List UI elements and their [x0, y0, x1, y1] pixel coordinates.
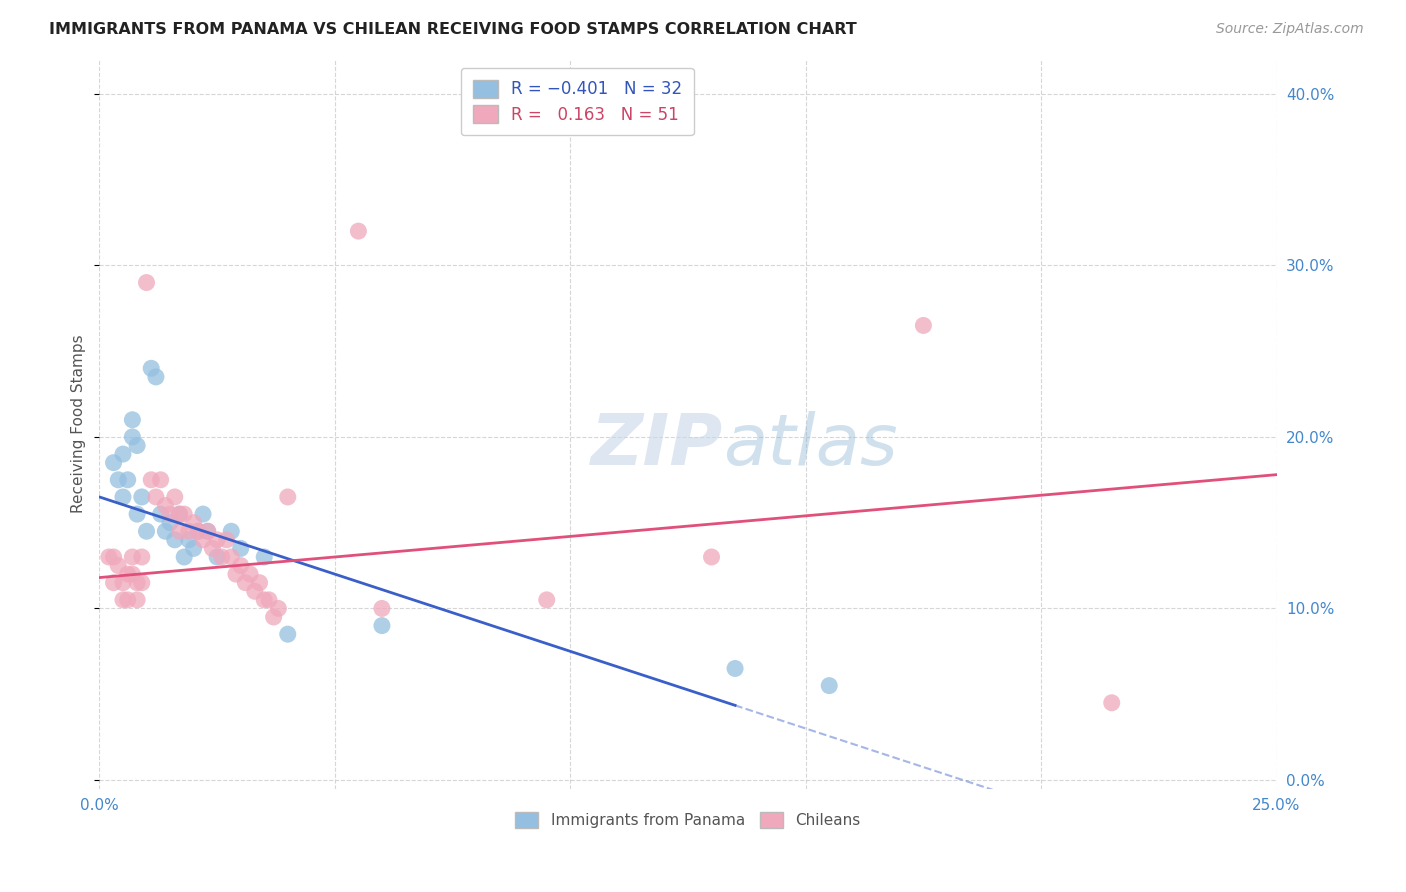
Point	[249, 575, 271, 590]
Point	[201, 541, 224, 556]
Point	[141, 361, 163, 376]
Point	[111, 447, 134, 461]
Point	[724, 661, 747, 675]
Point	[371, 601, 394, 615]
Point	[205, 549, 228, 564]
Point	[187, 524, 209, 539]
Point	[1101, 696, 1123, 710]
Point	[177, 524, 200, 539]
Point	[173, 549, 195, 564]
Point	[97, 549, 120, 564]
Point	[155, 499, 177, 513]
Point	[159, 507, 181, 521]
Text: Source: ZipAtlas.com: Source: ZipAtlas.com	[1216, 22, 1364, 37]
Point	[111, 592, 134, 607]
Text: atlas: atlas	[723, 411, 898, 481]
Point	[111, 575, 134, 590]
Point	[277, 490, 299, 504]
Point	[127, 507, 149, 521]
Point	[191, 507, 214, 521]
Point	[243, 584, 266, 599]
Point	[229, 558, 252, 573]
Text: IMMIGRANTS FROM PANAMA VS CHILEAN RECEIVING FOOD STAMPS CORRELATION CHART: IMMIGRANTS FROM PANAMA VS CHILEAN RECEIV…	[49, 22, 858, 37]
Point	[141, 473, 163, 487]
Point	[211, 549, 233, 564]
Point	[229, 541, 252, 556]
Point	[371, 618, 394, 632]
Point	[187, 524, 209, 539]
Legend: Immigrants from Panama, Chileans: Immigrants from Panama, Chileans	[508, 805, 868, 836]
Point	[159, 516, 181, 530]
Point	[912, 318, 935, 333]
Point	[163, 490, 186, 504]
Point	[219, 524, 242, 539]
Point	[347, 224, 370, 238]
Point	[145, 490, 167, 504]
Point	[235, 575, 257, 590]
Point	[127, 575, 149, 590]
Point	[127, 592, 149, 607]
Point	[121, 430, 143, 444]
Point	[135, 276, 157, 290]
Point	[103, 575, 125, 590]
Point	[103, 549, 125, 564]
Point	[183, 541, 205, 556]
Point	[131, 575, 153, 590]
Point	[818, 679, 841, 693]
Point	[131, 549, 153, 564]
Point	[169, 507, 191, 521]
Point	[169, 524, 191, 539]
Point	[197, 524, 219, 539]
Point	[277, 627, 299, 641]
Point	[205, 533, 228, 547]
Point	[183, 516, 205, 530]
Point	[135, 524, 157, 539]
Point	[117, 592, 139, 607]
Point	[219, 549, 242, 564]
Point	[197, 524, 219, 539]
Point	[111, 490, 134, 504]
Point	[263, 610, 285, 624]
Point	[239, 567, 262, 582]
Point	[225, 567, 247, 582]
Point	[177, 533, 200, 547]
Point	[103, 456, 125, 470]
Point	[173, 507, 195, 521]
Point	[257, 592, 280, 607]
Point	[121, 413, 143, 427]
Point	[107, 558, 129, 573]
Point	[127, 438, 149, 452]
Point	[121, 549, 143, 564]
Text: ZIP: ZIP	[591, 411, 723, 481]
Point	[117, 473, 139, 487]
Point	[121, 567, 143, 582]
Point	[215, 533, 238, 547]
Point	[169, 507, 191, 521]
Point	[700, 549, 723, 564]
Point	[131, 490, 153, 504]
Point	[536, 592, 558, 607]
Point	[149, 507, 172, 521]
Point	[253, 549, 276, 564]
Point	[145, 370, 167, 384]
Y-axis label: Receiving Food Stamps: Receiving Food Stamps	[72, 334, 86, 514]
Point	[107, 473, 129, 487]
Point	[191, 533, 214, 547]
Point	[155, 524, 177, 539]
Point	[253, 592, 276, 607]
Point	[117, 567, 139, 582]
Point	[163, 533, 186, 547]
Point	[267, 601, 290, 615]
Point	[149, 473, 172, 487]
